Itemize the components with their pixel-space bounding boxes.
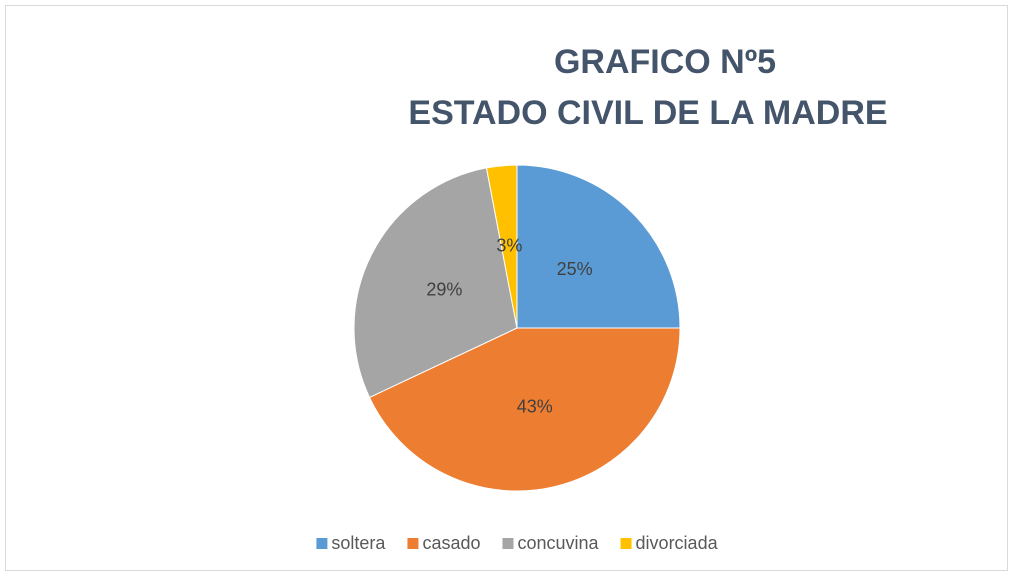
legend-swatch [620, 538, 632, 549]
chart-title: ESTADO CIVIL DE LA MADRE [408, 94, 887, 132]
legend-swatch [502, 538, 514, 549]
pie-slice [485, 164, 518, 329]
legend-label: divorciada [636, 533, 719, 553]
pie-slice [353, 167, 518, 399]
data-label: 29% [426, 280, 462, 300]
legend-swatch [407, 538, 419, 549]
data-label: 25% [557, 259, 593, 279]
legend-swatch [316, 538, 328, 549]
legend-label: casado [422, 533, 480, 553]
data-label: 43% [517, 396, 553, 416]
pie-slice [368, 327, 681, 492]
legend-label: concuvina [517, 533, 599, 553]
legend-label: soltera [331, 533, 386, 553]
pie-slice [516, 164, 681, 329]
chart-title: GRAFICO Nº5 [554, 43, 776, 81]
data-label: 3% [496, 236, 522, 256]
